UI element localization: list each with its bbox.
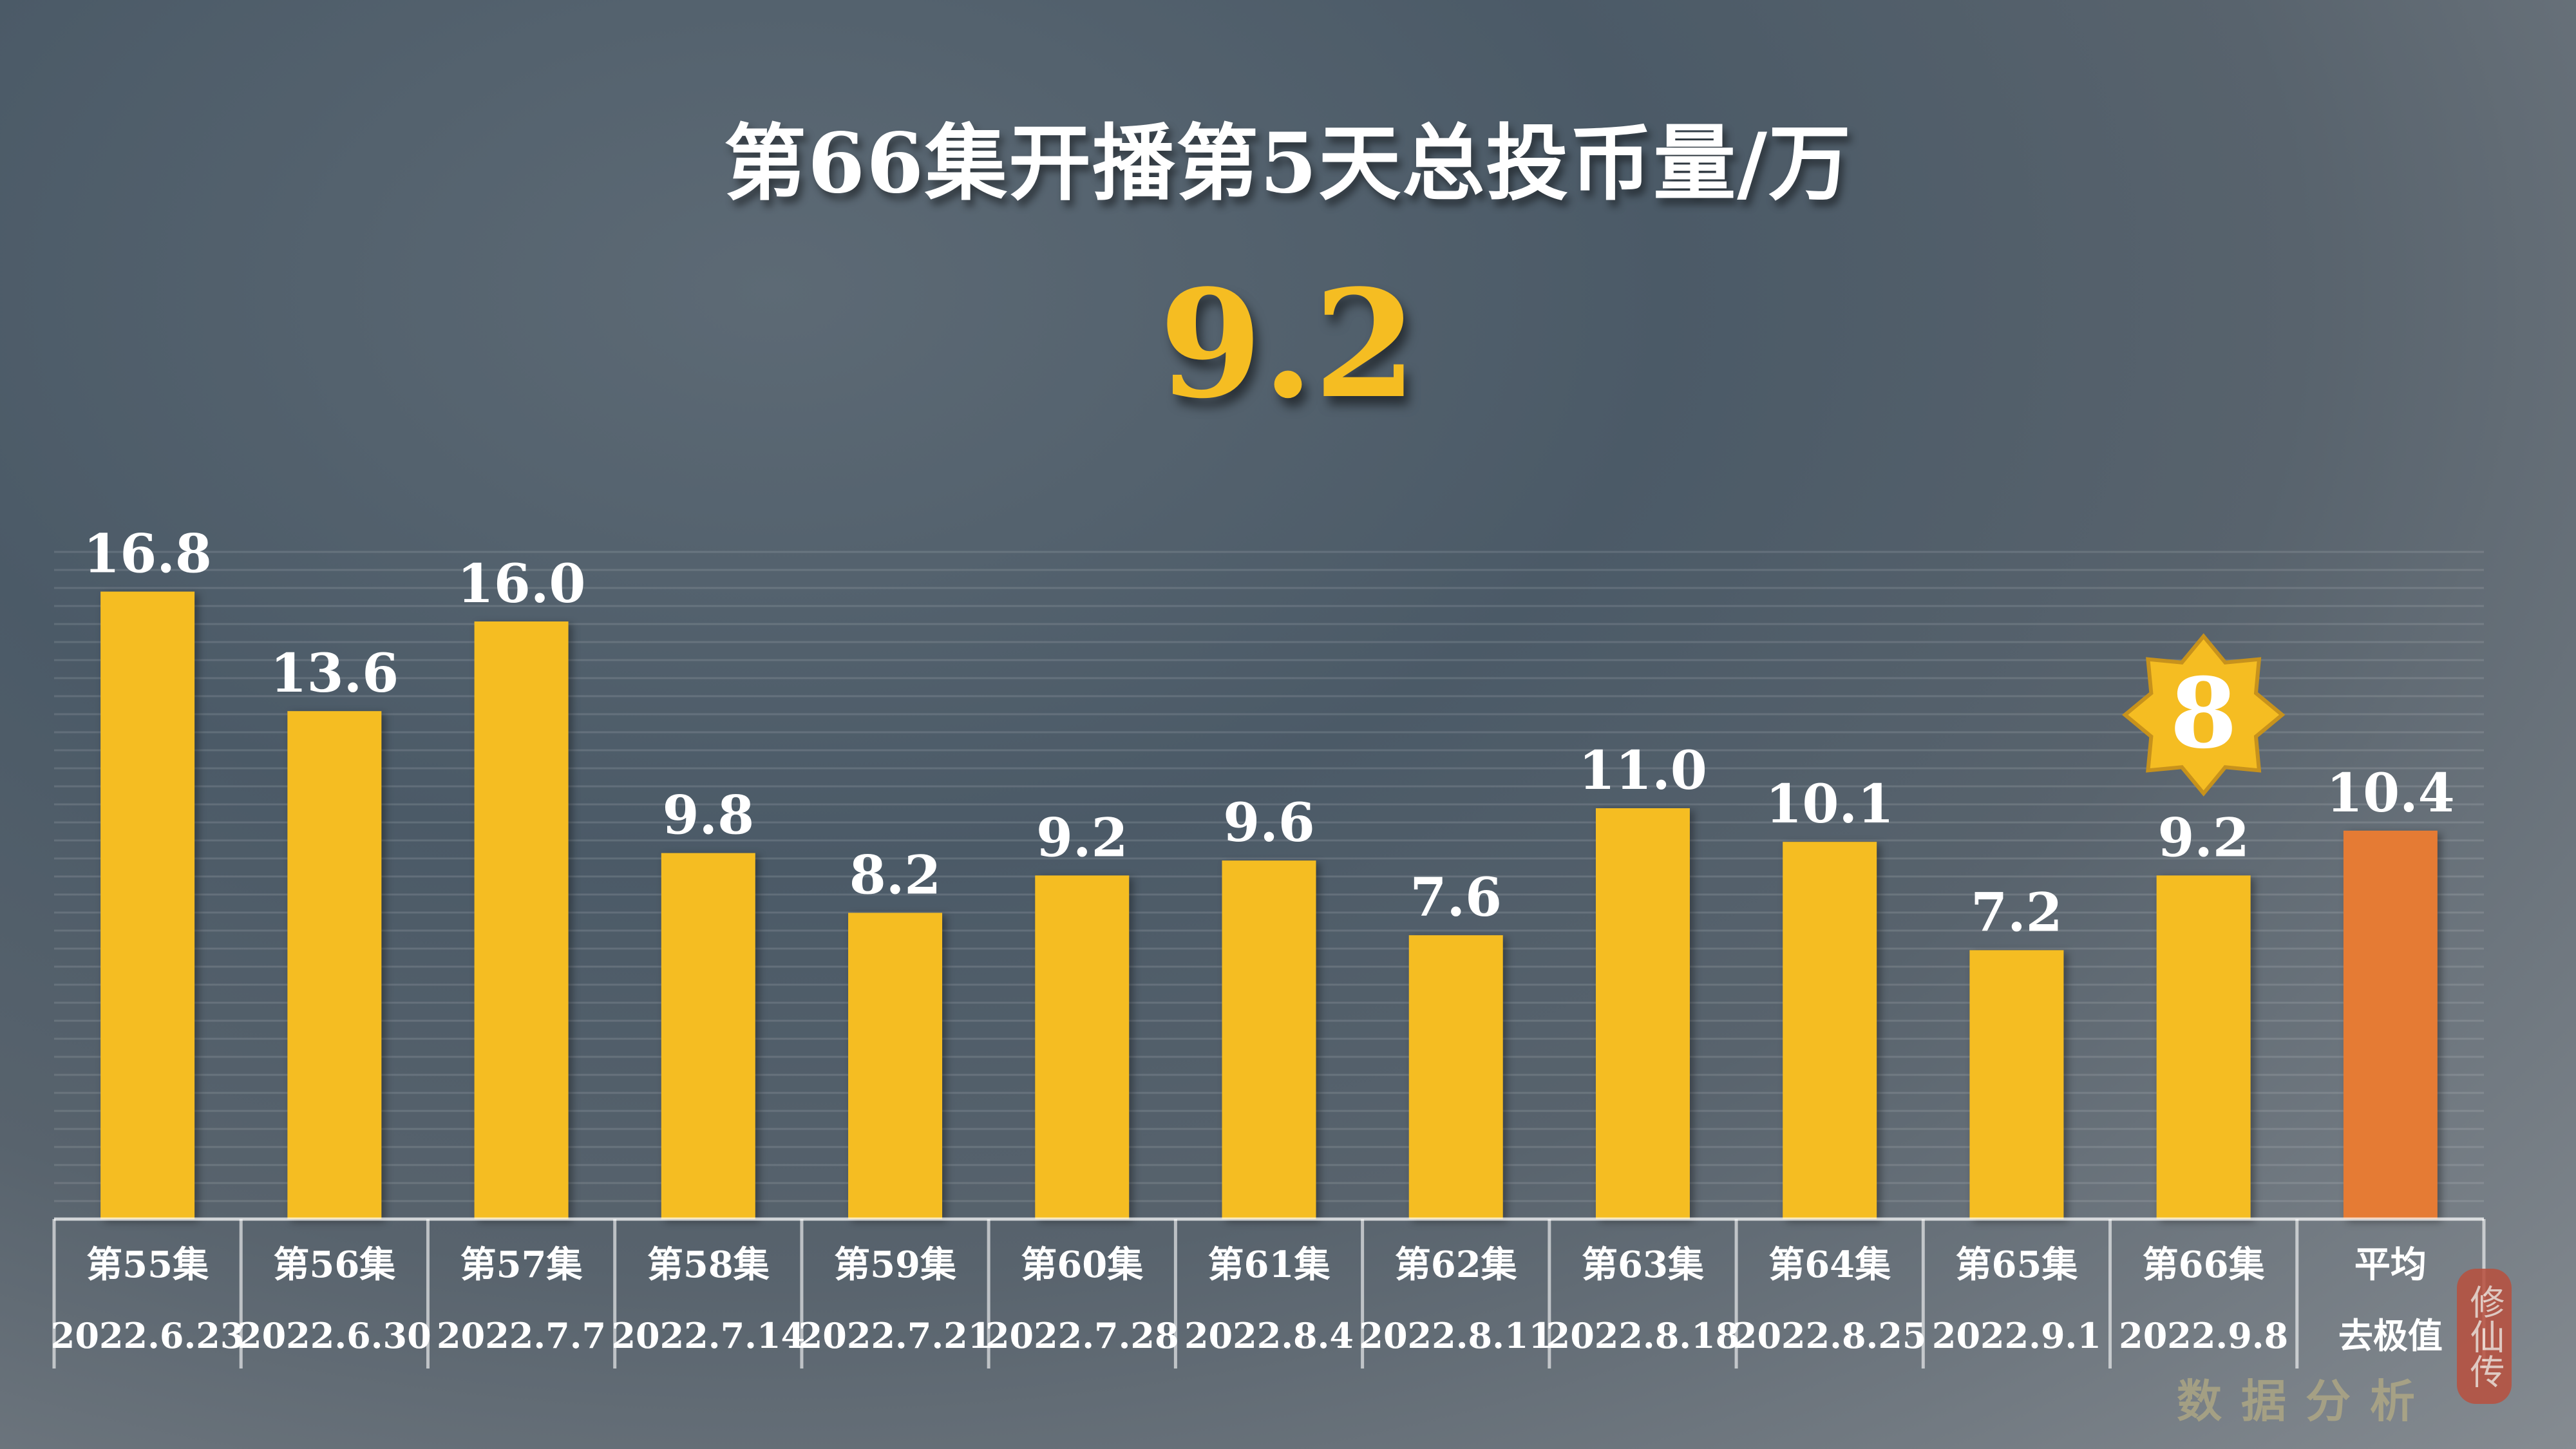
- bar: [1969, 950, 2064, 1219]
- data-label: 9.2: [2157, 807, 2249, 869]
- chart-title: 第66集开播第5天总投币量/万: [724, 115, 1852, 212]
- category-label: 第56集: [273, 1244, 395, 1286]
- category-label: 第55集: [86, 1244, 209, 1286]
- category-label: 平均: [2354, 1244, 2427, 1286]
- category-label: 第65集: [1955, 1244, 2078, 1286]
- date-label: 2022.9.8: [2119, 1315, 2288, 1356]
- data-label: 9.2: [1036, 807, 1128, 869]
- category-label: 第58集: [647, 1244, 770, 1286]
- bar: [1035, 875, 1130, 1219]
- date-label: 2022.8.4: [1184, 1315, 1354, 1356]
- data-label: 9.6: [1223, 792, 1315, 854]
- bar: [2156, 875, 2251, 1219]
- date-label: 去极值: [2338, 1315, 2443, 1356]
- date-label: 2022.7.14: [611, 1315, 805, 1356]
- date-label: 2022.7.28: [985, 1315, 1179, 1356]
- category-label: 第64集: [1768, 1244, 1891, 1286]
- data-label: 16.0: [457, 553, 586, 615]
- bar: [474, 621, 569, 1219]
- date-label: 2022.8.18: [1546, 1315, 1740, 1356]
- date-label: 2022.6.30: [238, 1315, 431, 1356]
- bar: [287, 711, 382, 1219]
- eight-point-star-icon: [2121, 633, 2286, 797]
- bar: [2343, 830, 2438, 1219]
- data-label: 7.6: [1410, 867, 1502, 929]
- date-label: 2022.7.7: [437, 1315, 606, 1356]
- data-label: 7.2: [1971, 882, 2063, 943]
- data-label: 10.1: [1765, 773, 1894, 835]
- data-label: 8.2: [849, 844, 942, 906]
- category-label: 第57集: [460, 1244, 583, 1286]
- bar: [100, 591, 195, 1219]
- seal-logo: 修仙传: [2457, 1269, 2512, 1404]
- data-label: 10.4: [2326, 762, 2455, 824]
- bar: [1408, 935, 1503, 1219]
- category-label: 第61集: [1208, 1244, 1331, 1286]
- data-label: 9.8: [662, 785, 754, 847]
- watermark-logo: 数据分析: [2177, 1374, 2434, 1428]
- category-label: 第62集: [1395, 1244, 1517, 1286]
- data-label: 13.6: [270, 643, 399, 705]
- date-label: 2022.9.1: [1932, 1315, 2101, 1356]
- data-label: 16.8: [83, 524, 212, 585]
- date-label: 2022.8.25: [1733, 1315, 1927, 1356]
- bar: [1595, 808, 1690, 1219]
- date-label: 2022.7.21: [799, 1315, 992, 1356]
- category-label: 第59集: [834, 1244, 956, 1286]
- bar: [1783, 842, 1877, 1219]
- category-label: 第63集: [1582, 1244, 1704, 1286]
- category-label: 第66集: [2143, 1244, 2265, 1286]
- headline-value: 9.2: [1159, 258, 1417, 431]
- bar: [848, 913, 943, 1219]
- bar: [661, 853, 755, 1219]
- date-label: 2022.6.23: [51, 1315, 245, 1356]
- data-label: 11.0: [1578, 740, 1707, 802]
- badge-text: 8: [2170, 657, 2237, 770]
- category-label: 第60集: [1021, 1244, 1143, 1286]
- date-label: 2022.8.11: [1359, 1315, 1553, 1356]
- bar: [1222, 860, 1316, 1219]
